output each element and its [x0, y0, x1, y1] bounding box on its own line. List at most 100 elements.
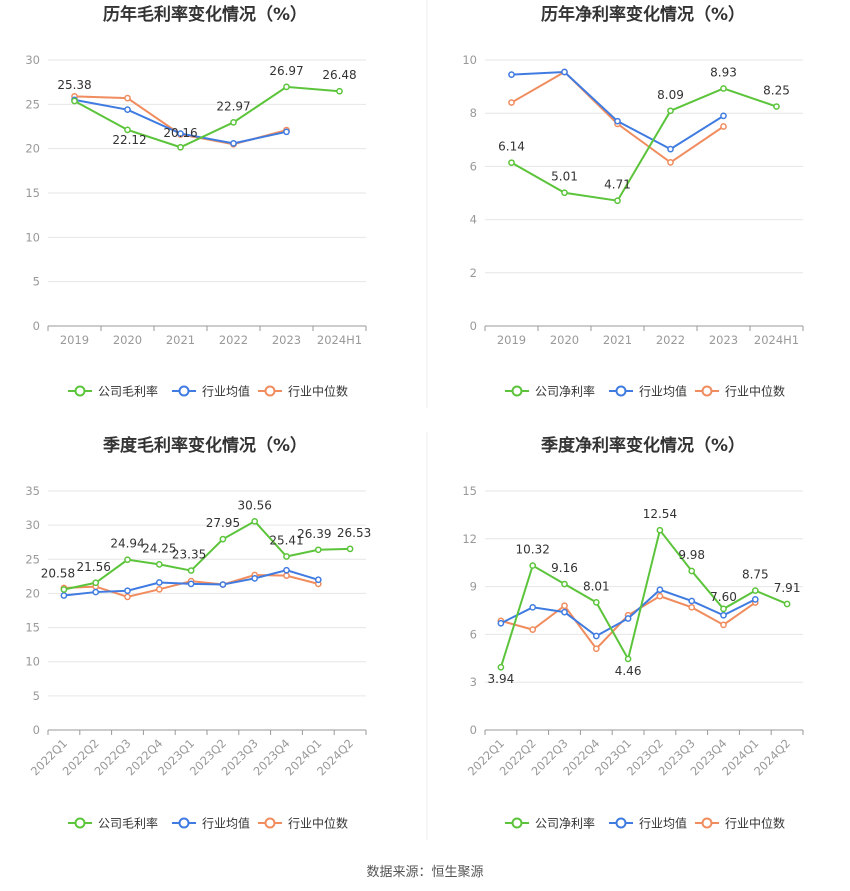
data-label: 26.53 — [337, 526, 371, 540]
legend-marker — [264, 385, 276, 397]
x-tick-label: 2019 — [497, 333, 526, 347]
legend-label: 行业均值 — [202, 816, 250, 831]
data-point — [230, 118, 237, 126]
data-label: 25.38 — [57, 78, 91, 92]
data-point — [508, 99, 515, 106]
data-point — [656, 526, 664, 534]
legend-label: 行业中位数 — [725, 384, 785, 399]
data-point — [667, 107, 674, 115]
data-label: 25.41 — [269, 533, 303, 547]
data-point — [592, 632, 600, 640]
y-tick-label: 15 — [25, 621, 40, 635]
data-point — [497, 619, 505, 627]
data-point — [592, 599, 600, 606]
data-point — [124, 126, 131, 134]
legend-label: 行业中位数 — [725, 816, 785, 831]
legend-label: 行业中位数 — [288, 816, 348, 831]
legend-marker — [178, 817, 190, 829]
legend-marker — [615, 385, 627, 397]
y-tick-label: 10 — [25, 655, 40, 669]
legend-label: 公司毛利率 — [98, 384, 158, 399]
legend-marker — [511, 385, 523, 397]
data-point — [497, 663, 505, 671]
y-tick-label: 4 — [470, 213, 477, 227]
data-point — [177, 130, 184, 137]
data-label: 4.46 — [615, 664, 642, 678]
legend-marker — [511, 817, 523, 829]
legend-label: 行业均值 — [202, 384, 250, 399]
series-line — [500, 595, 756, 651]
data-point — [124, 94, 131, 102]
data-label: 26.48 — [322, 68, 356, 82]
y-tick-label: 10 — [25, 230, 40, 244]
y-tick-label: 5 — [33, 275, 40, 289]
series-line — [74, 85, 340, 149]
data-point — [667, 145, 674, 153]
data-point — [624, 615, 632, 622]
y-tick-label: 10 — [462, 53, 477, 67]
quarterly-gross-margin-chart: 季度毛利率变化情况（%） 051015202530352022Q12022Q22… — [25, 435, 371, 831]
data-point — [314, 546, 322, 554]
data-point — [592, 645, 600, 653]
data-point — [283, 128, 290, 136]
data-point — [124, 587, 131, 595]
data-point — [219, 535, 227, 543]
data-label: 3.94 — [488, 672, 515, 686]
data-point — [92, 588, 100, 596]
data-label: 8.25 — [763, 84, 790, 98]
data-label: 10.32 — [516, 543, 550, 557]
data-label: 8.09 — [657, 88, 684, 102]
x-tick-label: 2021 — [603, 333, 632, 347]
data-point — [720, 611, 727, 619]
y-tick-label: 0 — [470, 723, 477, 737]
series-line — [511, 87, 777, 202]
data-point — [219, 581, 227, 588]
data-point — [783, 600, 791, 608]
x-tick-label: 2022 — [656, 333, 685, 347]
y-tick-label: 35 — [25, 484, 40, 498]
y-tick-label: 9 — [470, 580, 477, 594]
data-point — [155, 561, 163, 568]
x-tick-label: 2020 — [550, 333, 579, 347]
y-tick-label: 6 — [470, 159, 477, 173]
data-label: 22.12 — [112, 133, 146, 147]
data-point — [720, 605, 727, 613]
data-label: 26.39 — [297, 527, 331, 541]
data-point — [720, 112, 727, 120]
series-line — [499, 527, 788, 668]
data-point — [656, 586, 664, 594]
data-point — [155, 579, 163, 586]
data-point — [251, 575, 259, 582]
legend-marker — [178, 385, 190, 397]
data-point — [688, 567, 696, 575]
chart-title: 历年净利率变化情况（%） — [541, 4, 745, 25]
data-label: 8.75 — [742, 568, 769, 582]
y-tick-label: 25 — [25, 97, 40, 111]
data-label: 7.91 — [774, 581, 801, 595]
y-tick-label: 2 — [470, 266, 477, 280]
data-label: 30.56 — [238, 498, 272, 512]
annual-net-margin-chart: 历年净利率变化情况（%） 0 2 4 6 8 10 2019 2020 2021 2022 2023… — [462, 4, 804, 399]
data-point — [688, 603, 696, 611]
data-point — [346, 545, 354, 553]
data-label: 9.16 — [551, 561, 578, 575]
y-tick-label: 30 — [25, 53, 40, 67]
y-tick-label: 25 — [25, 552, 40, 566]
data-point — [155, 585, 163, 593]
y-tick-label: 15 — [25, 186, 40, 200]
data-label: 24.25 — [142, 541, 176, 555]
legend-marker — [74, 385, 86, 397]
data-point — [773, 103, 780, 110]
data-point — [667, 159, 674, 166]
data-label: 21.56 — [77, 560, 111, 574]
y-tick-label: 12 — [462, 532, 477, 546]
data-label: 23.35 — [172, 548, 206, 562]
data-label: 6.14 — [498, 140, 525, 154]
data-label: 9.98 — [678, 548, 705, 562]
data-point — [751, 587, 759, 594]
legend-marker — [701, 817, 713, 829]
legend-marker — [701, 385, 713, 397]
data-point — [187, 580, 195, 588]
data-label: 4.71 — [604, 178, 631, 192]
data-point — [614, 197, 621, 205]
